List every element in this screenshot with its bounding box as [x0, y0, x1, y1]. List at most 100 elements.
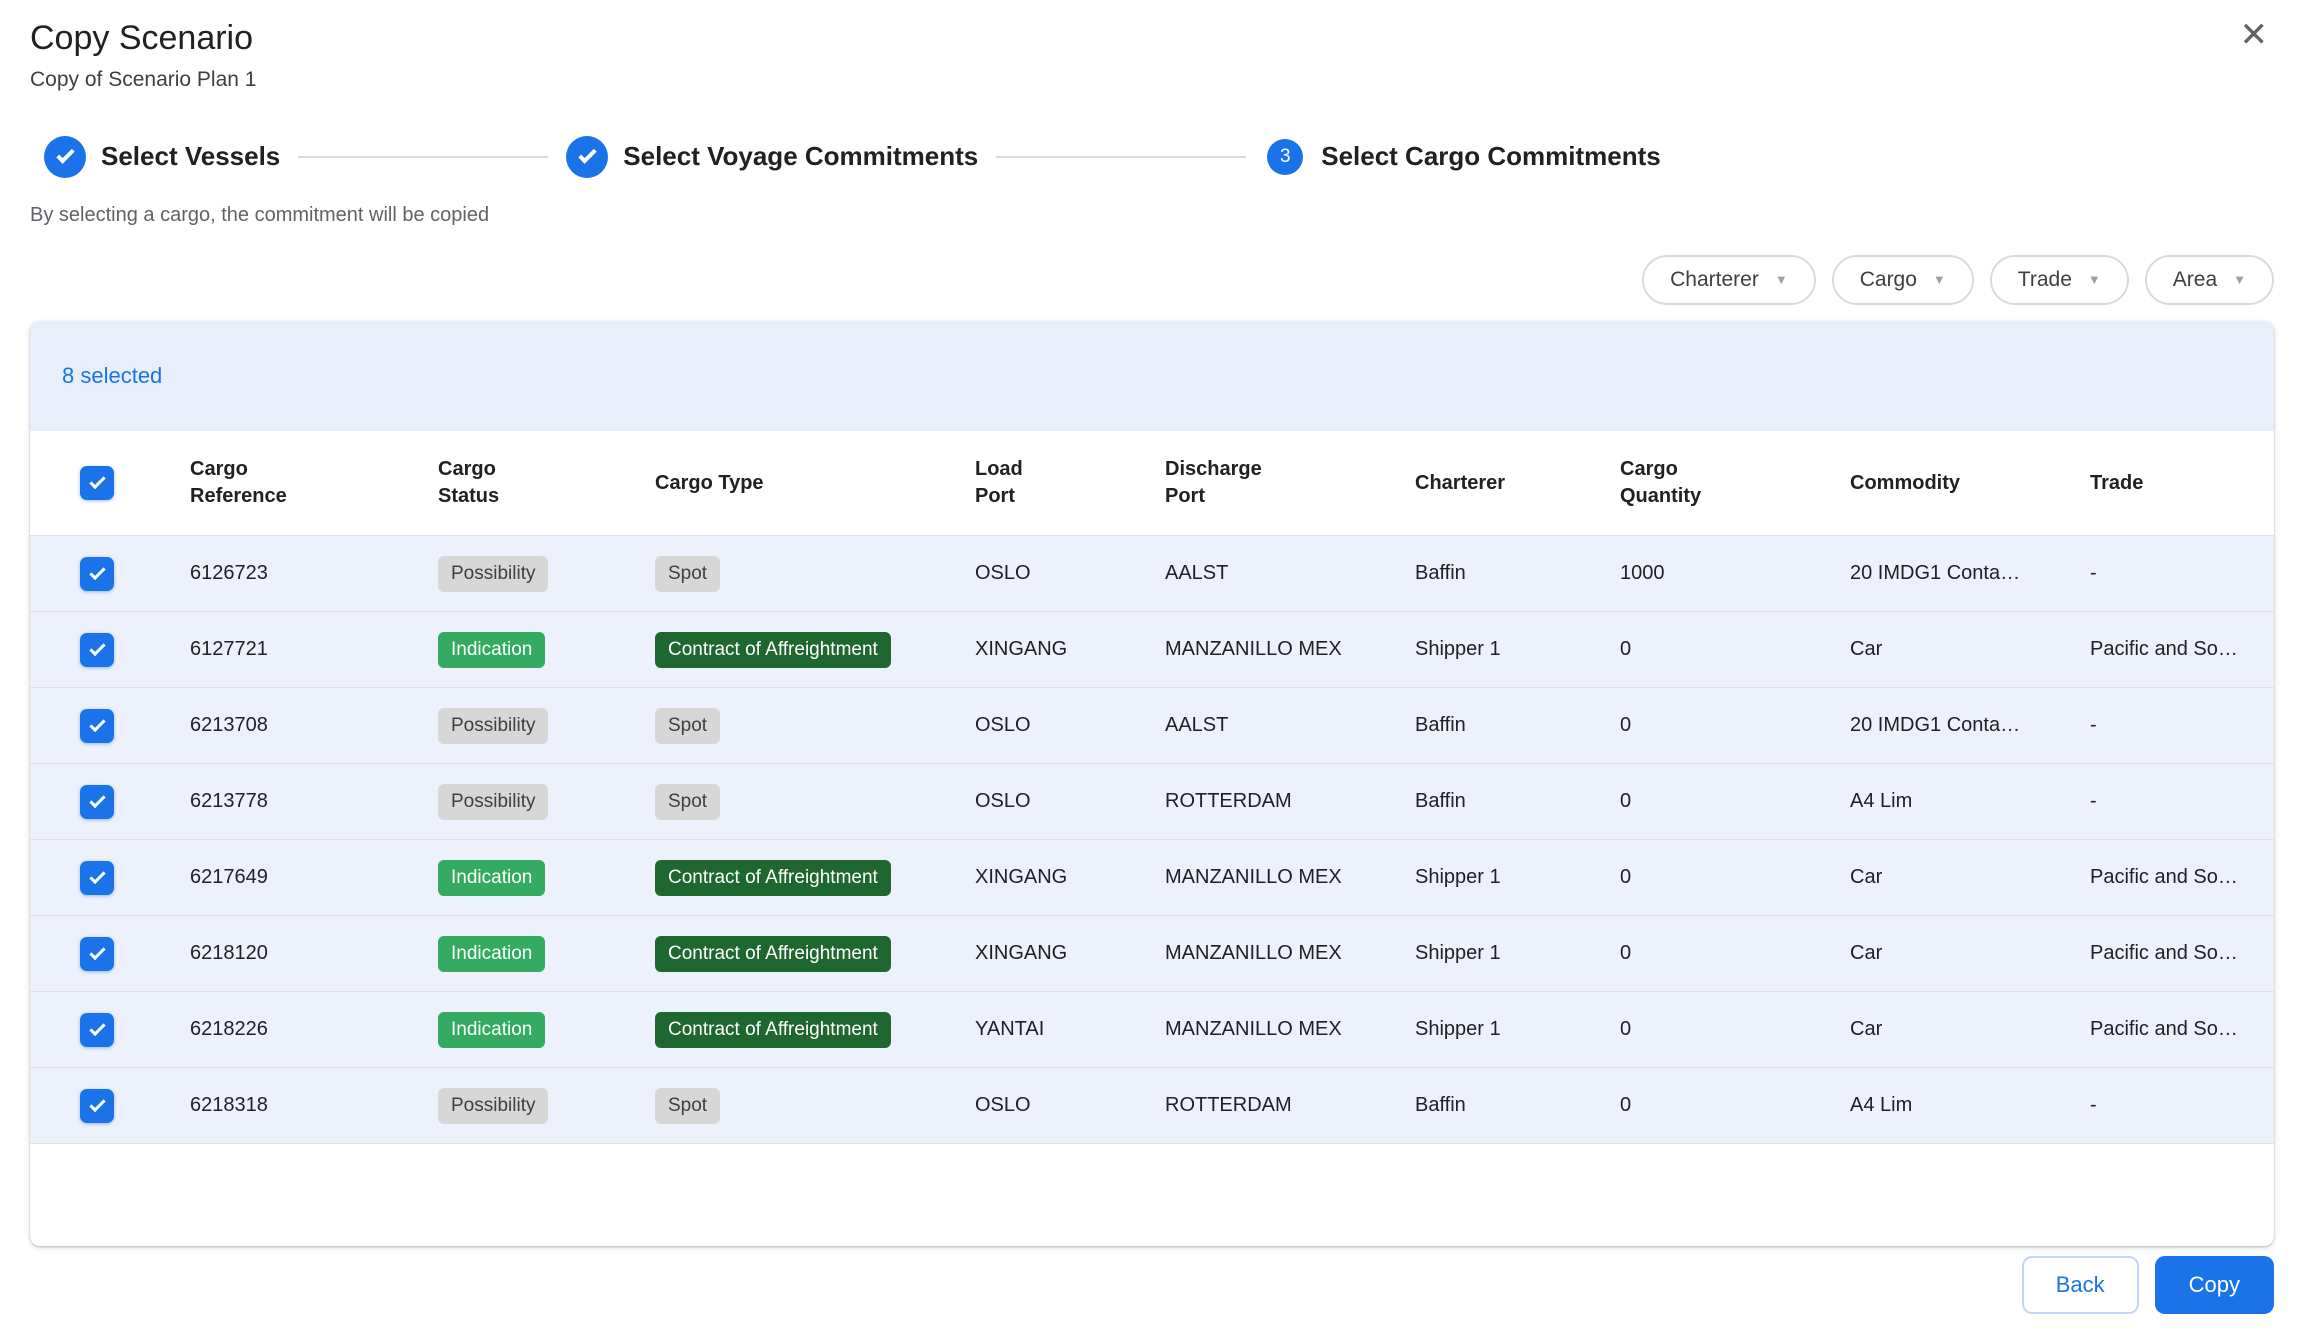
discharge-port-cell: ROTTERDAM — [1165, 790, 1292, 813]
discharge-port-cell: MANZANILLO MEX — [1165, 1018, 1342, 1041]
charterer-cell: Baffin — [1415, 790, 1466, 813]
table-header-row: Cargo Reference Cargo Status Cargo Type Load P… — [30, 430, 2274, 536]
filter-area-dropdown[interactable]: Area ▼ — [2144, 254, 2274, 305]
cargo-status-badge: Possibility — [438, 783, 549, 820]
stepper-step-3[interactable]: 3 Select Cargo Commitments — [1264, 138, 1661, 175]
discharge-port-cell: AALST — [1165, 562, 1229, 585]
step-check-icon — [566, 135, 609, 178]
charterer-cell: Baffin — [1415, 714, 1466, 737]
trade-cell: - — [2090, 1094, 2097, 1117]
cargo-type-badge: Spot — [655, 783, 721, 820]
cargo-quantity-cell: 0 — [1620, 714, 1632, 737]
load-port-cell: OSLO — [975, 1094, 1031, 1117]
column-header: Cargo Status — [438, 458, 500, 508]
cargo-status-badge: Possibility — [438, 555, 549, 592]
step-label: Select Cargo Commitments — [1321, 141, 1661, 172]
commodity-cell: A4 Lim — [1850, 1094, 1913, 1117]
filter-cargo-dropdown[interactable]: Cargo ▼ — [1831, 254, 1974, 305]
charterer-cell: Shipper 1 — [1415, 942, 1501, 965]
row-checkbox[interactable] — [80, 632, 114, 667]
chevron-down-icon: ▼ — [1774, 272, 1788, 288]
table-row[interactable]: 6213708 Possibility Spot OSLO AALST Baffin 0 20… — [30, 687, 2274, 764]
discharge-port-cell: MANZANILLO MEX — [1165, 638, 1342, 661]
step-check-icon — [44, 135, 86, 178]
filter-bar: Charterer ▼ Cargo ▼ Trade ▼ Area ▼ — [30, 254, 2274, 305]
chevron-down-icon: ▼ — [2233, 272, 2246, 288]
table-row[interactable]: 6218226 Indication Contract of Affreightme… — [30, 991, 2274, 1068]
trade-cell: Pacific and So… — [2090, 638, 2238, 661]
cargo-type-badge: Contract of Affreightment — [655, 935, 891, 972]
load-port-cell: XINGANG — [975, 942, 1068, 965]
cargo-type-badge: Spot — [655, 1087, 721, 1124]
cargo-type-badge: Contract of Affreightment — [655, 859, 891, 896]
filter-label: Cargo — [1859, 267, 1917, 291]
back-button[interactable]: Back — [2021, 1255, 2139, 1314]
trade-cell: Pacific and So… — [2090, 1018, 2238, 1041]
commodity-cell: A4 Lim — [1850, 790, 1913, 813]
charterer-cell: Baffin — [1415, 562, 1466, 585]
cargo-status-badge: Possibility — [438, 1087, 549, 1124]
table-row[interactable]: 6213778 Possibility Spot OSLO ROTTERDAM Baffi… — [30, 763, 2274, 840]
cargo-quantity-cell: 0 — [1620, 790, 1632, 813]
page-title: Copy Scenario — [30, 19, 254, 57]
select-all-checkbox[interactable] — [80, 466, 114, 501]
column-header: Trade — [2090, 471, 2144, 494]
close-button[interactable]: ✕ — [2236, 14, 2273, 56]
selection-banner: 8 selected — [30, 320, 2274, 431]
column-header: Cargo Reference — [190, 458, 287, 508]
cargo-reference-cell: 6126723 — [190, 562, 268, 585]
copy-button[interactable]: Copy — [2154, 1255, 2274, 1314]
step-number-badge: 3 — [1267, 138, 1304, 175]
cargo-reference-cell: 6218226 — [190, 1018, 268, 1041]
table-row[interactable]: 6217649 Indication Contract of Affreightme… — [30, 839, 2274, 916]
cargo-quantity-cell: 0 — [1620, 1018, 1632, 1041]
load-port-cell: OSLO — [975, 790, 1031, 813]
row-checkbox[interactable] — [80, 936, 114, 971]
charterer-cell: Shipper 1 — [1415, 1018, 1501, 1041]
row-checkbox[interactable] — [80, 708, 114, 743]
step-connector — [298, 155, 549, 158]
cargo-reference-cell: 6127721 — [190, 638, 268, 661]
cargo-status-badge: Possibility — [438, 707, 549, 744]
filter-label: Trade — [2017, 267, 2072, 291]
filter-trade-dropdown[interactable]: Trade ▼ — [1989, 254, 2129, 305]
column-header: Discharge Port — [1165, 458, 1262, 508]
dialog-footer: Back Copy — [30, 1255, 2274, 1314]
table-row[interactable]: 6127721 Indication Contract of Affreightme… — [30, 611, 2274, 688]
trade-cell: - — [2090, 790, 2097, 813]
row-checkbox[interactable] — [80, 784, 114, 819]
cargo-type-badge: Spot — [655, 707, 721, 744]
row-checkbox[interactable] — [80, 1088, 114, 1123]
column-header: Commodity — [1850, 471, 1960, 494]
cargo-quantity-cell: 0 — [1620, 1094, 1632, 1117]
filter-charterer-dropdown[interactable]: Charterer ▼ — [1642, 254, 1816, 305]
discharge-port-cell: MANZANILLO MEX — [1165, 866, 1342, 889]
discharge-port-cell: ROTTERDAM — [1165, 1094, 1292, 1117]
stepper-step-2[interactable]: Select Voyage Commitments — [566, 135, 978, 178]
helper-text: By selecting a cargo, the commitment wil… — [30, 203, 490, 226]
load-port-cell: OSLO — [975, 562, 1031, 585]
row-checkbox[interactable] — [80, 556, 114, 591]
row-checkbox[interactable] — [80, 1012, 114, 1047]
cargo-quantity-cell: 0 — [1620, 638, 1632, 661]
column-header: Charterer — [1415, 471, 1506, 494]
table-card: 8 selected Cargo Reference Cargo Status Carg… — [30, 320, 2274, 1246]
cargo-quantity-cell: 0 — [1620, 866, 1632, 889]
stepper-step-1[interactable]: Select Vessels — [44, 135, 280, 178]
load-port-cell: OSLO — [975, 714, 1031, 737]
filter-label: Area — [2172, 267, 2218, 291]
commodity-cell: Car — [1850, 866, 1883, 889]
cargo-type-badge: Contract of Affreightment — [655, 631, 891, 668]
table-row[interactable]: 6126723 Possibility Spot OSLO AALST Baffin 100… — [30, 535, 2274, 612]
commodity-cell: Car — [1850, 1018, 1883, 1041]
table-row[interactable]: 6218120 Indication Contract of Affreightme… — [30, 915, 2274, 992]
row-checkbox[interactable] — [80, 860, 114, 895]
trade-cell: - — [2090, 714, 2097, 737]
charterer-cell: Shipper 1 — [1415, 866, 1501, 889]
column-header: Load Port — [975, 458, 1023, 508]
cargo-status-badge: Indication — [438, 631, 546, 668]
trade-cell: Pacific and So… — [2090, 866, 2238, 889]
commodity-cell: 20 IMDG1 Conta… — [1850, 562, 2021, 585]
table-row[interactable]: 6218318 Possibility Spot OSLO ROTTERDAM Baffi… — [30, 1067, 2274, 1144]
